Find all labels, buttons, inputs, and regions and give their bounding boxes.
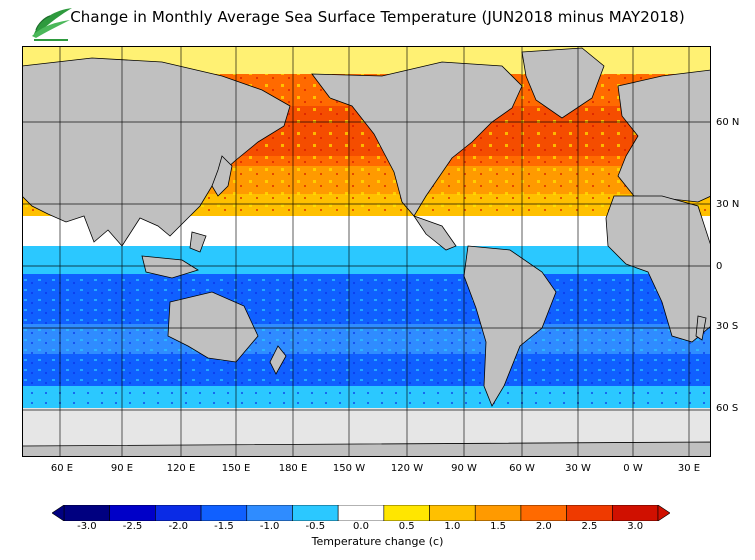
colorbar-tick-label: -3.0 (77, 521, 97, 532)
colorbar-tick-label: -2.0 (168, 521, 188, 532)
colorbar-cell (63, 505, 110, 521)
colorbar-title: Temperature change (c) (311, 535, 444, 548)
colorbar-cell (566, 505, 613, 521)
lat-label-0: 0 (716, 261, 723, 272)
lat-label-30s: 30 S (716, 321, 739, 332)
lon-label-0w: 0 W (623, 463, 643, 474)
colorbar-cell (429, 505, 476, 521)
colorbar-cell (155, 505, 202, 521)
lat-label-60s: 60 S (716, 403, 739, 414)
chart-title: Change in Monthly Average Sea Surface Te… (70, 8, 685, 26)
colorbar-cell (337, 505, 385, 521)
lat-label-30n: 30 N (716, 199, 740, 210)
colorbar-tick-label: 2.5 (581, 521, 598, 532)
colorbar-cell (246, 505, 293, 521)
temperature-colorbar (52, 505, 670, 521)
colorbar-cell (200, 505, 248, 521)
lon-label-60w: 60 W (509, 463, 535, 474)
colorbar-tick-label: -2.5 (122, 521, 143, 532)
colorbar-tick-label: 3.0 (627, 521, 644, 532)
colorbar-cell (292, 505, 339, 521)
colorbar-tick-label: 1.5 (490, 521, 507, 532)
lon-label-150w: 150 W (332, 463, 366, 474)
lon-label-90w: 90 W (451, 463, 477, 474)
colorbar-tick-label: -1.5 (214, 521, 234, 532)
lon-label-60e: 60 E (50, 463, 74, 474)
colorbar-left-arrow (52, 505, 65, 521)
colorbar-cell (612, 505, 659, 521)
lon-label-30w: 30 W (565, 463, 591, 474)
observatory-logo-icon (32, 8, 72, 41)
lon-label-150e: 150 E (221, 463, 251, 474)
colorbar-cell (520, 505, 567, 521)
lon-label-180e: 180 E (278, 463, 308, 474)
colorbar-cell (109, 505, 156, 521)
lat-label-60n: 60 N (716, 117, 740, 128)
colorbar-cell (383, 505, 430, 521)
colorbar-tick-label: 1.0 (444, 521, 461, 532)
colorbar-tick-label: 0.5 (398, 521, 415, 532)
colorbar-right-arrow (657, 505, 670, 521)
colorbar-cell (474, 505, 522, 521)
colorbar-tick-label: -0.5 (305, 521, 326, 532)
colorbar-tick-label: 2.0 (535, 521, 552, 532)
lon-label-30e: 30 E (677, 463, 701, 474)
sst-change-map (22, 46, 711, 457)
lon-label-120w: 120 W (390, 463, 424, 474)
lon-label-90e: 90 E (110, 463, 134, 474)
colorbar-tick-label: 0.0 (353, 521, 369, 532)
lon-label-120e: 120 E (166, 463, 196, 474)
colorbar-tick-label: -1.0 (259, 521, 280, 532)
